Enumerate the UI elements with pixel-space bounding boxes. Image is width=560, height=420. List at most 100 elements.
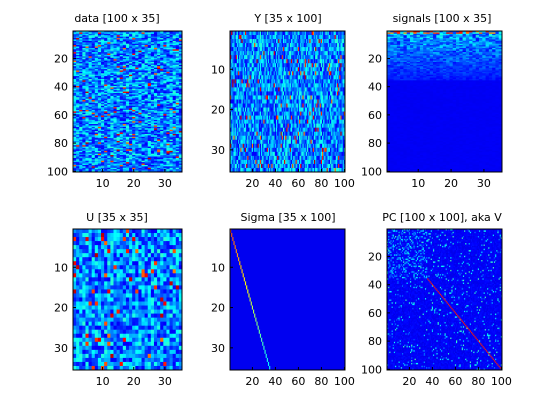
heatmap-cell: [104, 73, 108, 76]
heatmap-cell: [150, 46, 155, 49]
heatmap-cell: [113, 102, 117, 105]
heatmap-cell: [73, 70, 77, 73]
heatmap-cell: [166, 66, 170, 69]
heatmap-cell: [125, 100, 130, 102]
heatmap-cell: [178, 33, 183, 36]
heatmap-cell: [144, 85, 149, 88]
heatmap-cell: [172, 62, 177, 64]
heatmap-cell: [73, 52, 77, 54]
heatmap-cell: [157, 69, 161, 71]
heatmap-cell: [147, 101, 152, 104]
heatmap-cell: [116, 52, 121, 54]
heatmap-cell: [163, 50, 167, 53]
heatmap-cell: [125, 101, 130, 104]
heatmap-cell: [150, 104, 155, 107]
heatmap-cell: [125, 76, 130, 78]
heatmap-cell: [169, 117, 173, 119]
heatmap-cell: [76, 35, 80, 37]
heatmap-cell: [147, 62, 152, 64]
heatmap-cell: [85, 64, 89, 67]
heatmap-cell: [79, 73, 83, 76]
heatmap-cell: [178, 62, 183, 64]
heatmap-cell: [175, 80, 180, 83]
heatmap-cell: [166, 47, 170, 50]
heatmap-cell: [125, 63, 130, 66]
heatmap-cell: [88, 85, 93, 88]
heatmap-cell: [119, 46, 124, 49]
heatmap-cell: [101, 95, 105, 98]
heatmap-cell: [97, 76, 102, 78]
heatmap-cell: [163, 57, 167, 60]
heatmap-cell: [160, 84, 164, 87]
heatmap-cell: [91, 39, 96, 42]
heatmap-cell: [135, 111, 139, 114]
heatmap-cell: [119, 59, 124, 61]
heatmap-cell: [166, 78, 170, 81]
heatmap-cell: [153, 114, 158, 116]
heatmap-cell: [138, 93, 142, 95]
heatmap-cell: [132, 57, 136, 60]
heatmap-cell: [141, 31, 145, 33]
heatmap-cell: [94, 59, 99, 61]
heatmap-cell: [91, 91, 96, 94]
heatmap-cell: [110, 74, 114, 77]
heatmap-cell: [147, 71, 152, 74]
heatmap-cell: [163, 38, 167, 40]
heatmap-cell: [129, 85, 133, 88]
heatmap-cell: [73, 107, 77, 109]
heatmap-cell: [101, 70, 105, 73]
heatmap-cell: [91, 52, 96, 54]
heatmap-cell: [157, 40, 161, 43]
heatmap-cell: [135, 53, 139, 56]
heatmap-cell: [122, 100, 127, 102]
heatmap-cell: [129, 81, 133, 84]
heatmap-cell: [160, 64, 164, 67]
heatmap-cell: [88, 83, 93, 85]
heatmap-cell: [76, 93, 80, 95]
heatmap-cell: [166, 57, 170, 60]
heatmap-cell: [157, 32, 161, 35]
heatmap-cell: [172, 91, 177, 94]
heatmap-cell: [166, 105, 170, 108]
heatmap-cell: [147, 94, 152, 97]
heatmap-cell: [91, 63, 96, 66]
heatmap-cell: [138, 101, 142, 104]
heatmap-cell: [153, 83, 158, 85]
x-tick-label: 30: [158, 177, 172, 190]
heatmap-cell: [94, 97, 99, 100]
heatmap-cell: [141, 73, 145, 76]
heatmap-cell: [175, 105, 180, 108]
heatmap-cell: [150, 36, 155, 39]
heatmap-cell: [116, 62, 121, 64]
heatmap-cell: [144, 87, 149, 90]
heatmap-cell: [85, 59, 89, 61]
heatmap-cell: [153, 91, 158, 94]
heatmap-cell: [129, 98, 133, 101]
heatmap-cell: [129, 95, 133, 98]
heatmap-cell: [150, 33, 155, 36]
heatmap-cell: [163, 70, 167, 73]
heatmap-cell: [163, 111, 167, 114]
heatmap-cell: [113, 117, 117, 119]
heatmap-cell: [122, 31, 127, 33]
heatmap-cell: [129, 109, 133, 112]
heatmap-cell: [91, 57, 96, 60]
heatmap-cell: [178, 81, 183, 84]
heatmap-cell: [144, 108, 149, 111]
heatmap-cell: [166, 112, 170, 115]
heatmap-cell: [119, 109, 124, 112]
heatmap-cell: [107, 80, 111, 83]
heatmap-cell: [166, 107, 170, 109]
heatmap-cell: [144, 35, 149, 37]
heatmap-cell: [163, 54, 167, 57]
heatmap-cell: [122, 67, 127, 70]
heatmap-cell: [125, 70, 130, 73]
heatmap-cell: [122, 111, 127, 114]
heatmap-cell: [119, 57, 124, 60]
heatmap-cell: [116, 87, 121, 90]
heatmap-cell: [76, 107, 80, 109]
heatmap-cell: [163, 49, 167, 52]
heatmap-cell: [150, 62, 155, 64]
heatmap-cell: [169, 50, 173, 53]
heatmap-cell: [94, 32, 99, 35]
